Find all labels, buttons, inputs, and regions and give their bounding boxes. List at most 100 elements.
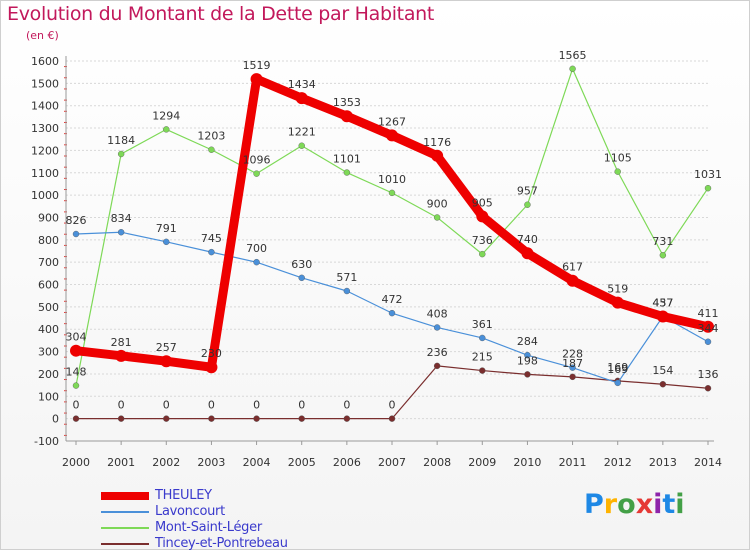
y-tick-label: 1500 bbox=[31, 77, 59, 90]
data-label: 411 bbox=[698, 307, 719, 320]
data-point bbox=[163, 238, 170, 246]
data-label: 154 bbox=[652, 364, 673, 377]
data-point bbox=[659, 381, 667, 388]
data-point bbox=[476, 210, 489, 223]
logo-letter: i bbox=[675, 489, 685, 520]
data-point bbox=[479, 334, 486, 342]
data-label: 630 bbox=[291, 258, 312, 271]
data-label: 736 bbox=[472, 234, 493, 247]
proxiti-logo: Proxiti bbox=[584, 489, 685, 520]
data-label: 0 bbox=[163, 399, 170, 412]
y-tick-label: 800 bbox=[38, 234, 59, 247]
data-point bbox=[431, 149, 444, 162]
y-tick-label: 1300 bbox=[31, 122, 59, 135]
x-tick-label: 2013 bbox=[649, 456, 677, 469]
data-point bbox=[524, 371, 531, 378]
x-tick-label: 2000 bbox=[62, 456, 90, 469]
data-label: 740 bbox=[517, 233, 538, 246]
data-label: 900 bbox=[427, 197, 448, 210]
logo-letter: i bbox=[653, 489, 663, 520]
data-label: 0 bbox=[298, 399, 305, 412]
data-point bbox=[163, 126, 170, 133]
data-label: 1184 bbox=[107, 134, 135, 147]
data-point bbox=[704, 338, 712, 345]
legend-swatch bbox=[101, 492, 149, 500]
data-label: 1031 bbox=[694, 168, 722, 181]
y-tick-label: 200 bbox=[38, 368, 59, 381]
data-label: 437 bbox=[652, 296, 673, 309]
x-tick-label: 2008 bbox=[423, 456, 451, 469]
data-point bbox=[117, 150, 125, 158]
data-point bbox=[704, 385, 712, 392]
data-label: 0 bbox=[343, 399, 350, 412]
chart-unit: (en €) bbox=[26, 29, 59, 42]
logo-letter: r bbox=[603, 489, 618, 520]
data-point bbox=[614, 379, 621, 387]
data-point bbox=[566, 274, 579, 287]
data-label: 1010 bbox=[378, 173, 406, 186]
data-label: 230 bbox=[201, 347, 222, 360]
data-label: 0 bbox=[208, 399, 215, 412]
y-tick-label: 600 bbox=[38, 279, 59, 292]
y-tick-label: 1000 bbox=[31, 189, 59, 202]
data-label: 700 bbox=[246, 242, 267, 255]
data-label: 617 bbox=[562, 261, 583, 274]
data-point bbox=[704, 184, 712, 192]
x-tick-label: 2004 bbox=[243, 456, 271, 469]
legend-swatch bbox=[101, 527, 149, 529]
data-label: 169 bbox=[607, 361, 628, 374]
x-tick-label: 2014 bbox=[694, 456, 722, 469]
y-tick-label: 100 bbox=[38, 390, 59, 403]
data-label: 457 bbox=[652, 296, 673, 309]
data-label: 257 bbox=[156, 341, 177, 354]
data-label: 169 bbox=[607, 363, 628, 376]
data-point bbox=[117, 229, 125, 236]
legend-label: Lavoncourt bbox=[155, 504, 225, 519]
data-point bbox=[295, 92, 308, 105]
data-label: 1176 bbox=[423, 136, 451, 149]
data-label: 1565 bbox=[559, 49, 587, 62]
data-label: 731 bbox=[652, 235, 673, 248]
data-label: 361 bbox=[472, 318, 493, 331]
data-point bbox=[250, 73, 263, 86]
data-label: 281 bbox=[111, 336, 132, 349]
data-point bbox=[524, 201, 531, 208]
x-tick-label: 2002 bbox=[152, 456, 180, 469]
data-label: 344 bbox=[698, 322, 719, 335]
data-label: 957 bbox=[517, 185, 538, 198]
data-point bbox=[298, 415, 305, 422]
chart-title: Evolution du Montant de la Dette par Hab… bbox=[7, 3, 435, 25]
data-point bbox=[479, 250, 486, 258]
x-tick-label: 2005 bbox=[288, 456, 316, 469]
y-tick-label: 1600 bbox=[31, 55, 59, 68]
data-point bbox=[340, 110, 353, 123]
data-label: 1105 bbox=[604, 152, 632, 165]
x-tick-label: 2010 bbox=[513, 456, 541, 469]
data-point bbox=[72, 382, 80, 389]
data-label: 1353 bbox=[333, 96, 361, 109]
logo-letter: P bbox=[584, 489, 604, 520]
data-label: 826 bbox=[66, 214, 87, 227]
x-tick-label: 2007 bbox=[378, 456, 406, 469]
data-label: 1267 bbox=[378, 115, 406, 128]
legend-swatch bbox=[101, 543, 149, 545]
y-tick-label: 500 bbox=[38, 301, 59, 314]
data-point bbox=[205, 361, 218, 374]
data-point bbox=[388, 415, 396, 422]
logo-letter: o bbox=[617, 489, 636, 520]
data-label: 198 bbox=[517, 354, 538, 367]
data-point bbox=[208, 415, 215, 422]
data-label: 284 bbox=[517, 335, 538, 348]
data-point bbox=[386, 129, 398, 142]
data-label: 1096 bbox=[243, 154, 271, 167]
data-point bbox=[614, 168, 621, 175]
data-point bbox=[479, 367, 486, 374]
data-point bbox=[343, 169, 351, 176]
data-point bbox=[70, 344, 82, 357]
data-label: 905 bbox=[472, 196, 493, 209]
legend-label: Tincey-et-Pontrebeau bbox=[155, 536, 288, 551]
data-label: 834 bbox=[111, 212, 132, 225]
x-tick-label: 2012 bbox=[604, 456, 632, 469]
data-point bbox=[160, 355, 173, 368]
